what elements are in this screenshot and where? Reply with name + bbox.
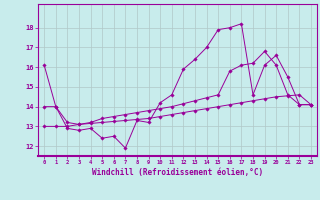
X-axis label: Windchill (Refroidissement éolien,°C): Windchill (Refroidissement éolien,°C) (92, 168, 263, 177)
